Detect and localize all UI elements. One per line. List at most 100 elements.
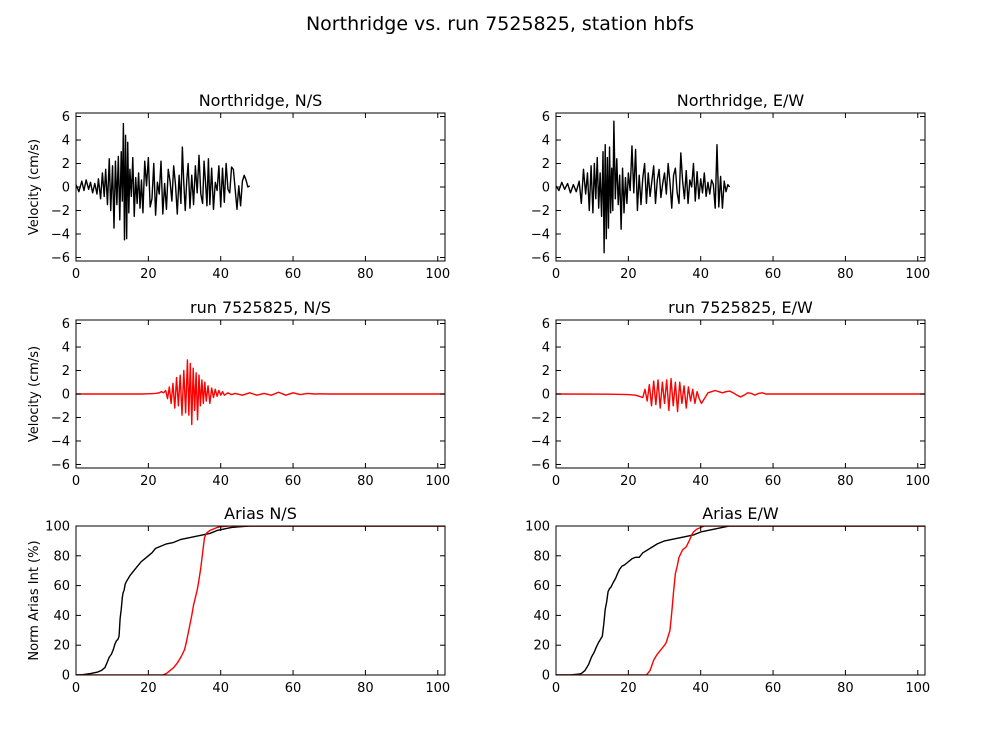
x-tick-label: 100 <box>425 681 450 696</box>
x-tick-label: 40 <box>212 681 229 696</box>
subplot-title: Arias N/S <box>224 504 297 523</box>
x-tick-label: 60 <box>285 474 302 489</box>
x-tick-label: 20 <box>620 267 637 282</box>
y-tick-label: 20 <box>533 639 550 654</box>
y-tick-label: 20 <box>53 639 70 654</box>
series-line-1 <box>556 378 925 413</box>
series-line-1 <box>556 120 731 254</box>
subplot-title: Northridge, E/W <box>677 91 805 110</box>
y-tick-label: 2 <box>542 364 550 379</box>
x-tick-label: 40 <box>212 474 229 489</box>
subplot-title: run 7525825, N/S <box>190 298 331 317</box>
y-tick-label: −2 <box>51 204 70 219</box>
x-tick-label: 100 <box>905 267 930 282</box>
x-tick-label: 80 <box>357 267 374 282</box>
y-tick-label: 6 <box>542 110 550 125</box>
y-tick-label: 60 <box>53 579 70 594</box>
series-line-2 <box>556 526 925 675</box>
x-tick-label: 0 <box>72 267 80 282</box>
y-tick-label: 6 <box>542 317 550 332</box>
y-tick-label: 80 <box>533 549 550 564</box>
y-tick-label: 4 <box>62 341 70 356</box>
y-tick-label: −4 <box>51 227 70 242</box>
x-tick-label: 60 <box>765 681 782 696</box>
subplot-6: 0 20 40 60 80 100 0 20 40 60 80 100 Arias E/W <box>525 504 930 696</box>
y-tick-label: 100 <box>45 520 70 535</box>
x-tick-label: 80 <box>837 681 854 696</box>
y-axis-label: Velocity (cm/s) <box>27 139 42 235</box>
x-tick-label: 60 <box>765 474 782 489</box>
x-tick-label: 20 <box>140 681 157 696</box>
y-tick-label: −4 <box>531 227 550 242</box>
y-tick-label: −6 <box>531 251 550 266</box>
plot-frame <box>555 525 926 676</box>
x-tick-label: 0 <box>552 681 560 696</box>
series-line-1 <box>556 526 925 675</box>
y-tick-label: 4 <box>542 341 550 356</box>
x-tick-label: 80 <box>357 681 374 696</box>
y-tick-label: 2 <box>62 364 70 379</box>
y-tick-label: −4 <box>51 434 70 449</box>
series-line-1 <box>76 359 445 426</box>
x-tick-label: 40 <box>692 474 709 489</box>
series-line-2 <box>76 526 445 675</box>
y-tick-label: 100 <box>525 520 550 535</box>
y-tick-label: 6 <box>62 110 70 125</box>
x-tick-label: 80 <box>837 474 854 489</box>
x-tick-label: 20 <box>140 474 157 489</box>
x-tick-label: 100 <box>905 681 930 696</box>
x-tick-label: 0 <box>552 267 560 282</box>
x-tick-label: 80 <box>357 474 374 489</box>
y-axis-label: Velocity (cm/s) <box>27 346 42 442</box>
x-tick-label: 0 <box>72 681 80 696</box>
x-tick-label: 100 <box>425 474 450 489</box>
subplot-5: 0 20 40 60 80 100 0 20 40 60 80 100 Arias N/S Norm Ar… <box>27 504 450 696</box>
y-tick-label: 4 <box>62 134 70 149</box>
y-tick-label: 0 <box>542 388 550 403</box>
y-tick-label: 2 <box>542 157 550 172</box>
y-tick-label: −6 <box>51 458 70 473</box>
subplot-title: run 7525825, E/W <box>668 298 813 317</box>
y-tick-label: 40 <box>533 609 550 624</box>
x-tick-label: 100 <box>425 267 450 282</box>
y-tick-label: 60 <box>533 579 550 594</box>
figure-title: Northridge vs. run 7525825, station hbfs <box>306 13 694 35</box>
y-tick-label: 0 <box>62 669 70 684</box>
x-tick-label: 20 <box>620 474 637 489</box>
x-tick-label: 0 <box>72 474 80 489</box>
subplot-title: Northridge, N/S <box>199 91 323 110</box>
y-tick-label: 0 <box>62 181 70 196</box>
y-tick-label: 6 <box>62 317 70 332</box>
x-tick-label: 40 <box>692 267 709 282</box>
x-tick-label: 60 <box>285 267 302 282</box>
y-tick-label: 0 <box>542 669 550 684</box>
series-line-1 <box>76 526 445 675</box>
y-tick-label: 80 <box>53 549 70 564</box>
x-tick-label: 40 <box>692 681 709 696</box>
y-tick-label: 0 <box>62 388 70 403</box>
y-tick-label: −6 <box>51 251 70 266</box>
x-tick-label: 40 <box>212 267 229 282</box>
y-axis-label: Norm Arias Int (%) <box>27 540 42 660</box>
subplot-3: 0 20 40 60 80 100 −6 −4 −2 0 2 4 6 run 7525825, N/S Ve… <box>27 298 450 489</box>
x-tick-label: 20 <box>620 681 637 696</box>
x-tick-label: 60 <box>765 267 782 282</box>
subplot-title: Arias E/W <box>702 504 779 523</box>
x-tick-label: 0 <box>552 474 560 489</box>
subplot-4: 0 20 40 60 80 100 −6 −4 −2 0 2 4 6 run 7525825, E/W <box>531 298 930 489</box>
x-tick-label: 60 <box>285 681 302 696</box>
x-tick-label: 80 <box>837 267 854 282</box>
y-tick-label: −6 <box>531 458 550 473</box>
y-tick-label: 40 <box>53 609 70 624</box>
y-tick-label: 4 <box>542 134 550 149</box>
y-tick-label: −2 <box>51 411 70 426</box>
y-tick-label: 2 <box>62 157 70 172</box>
plot-frame <box>75 525 446 676</box>
y-tick-label: 0 <box>542 181 550 196</box>
y-tick-label: −4 <box>531 434 550 449</box>
x-tick-label: 20 <box>140 267 157 282</box>
x-tick-label: 100 <box>905 474 930 489</box>
